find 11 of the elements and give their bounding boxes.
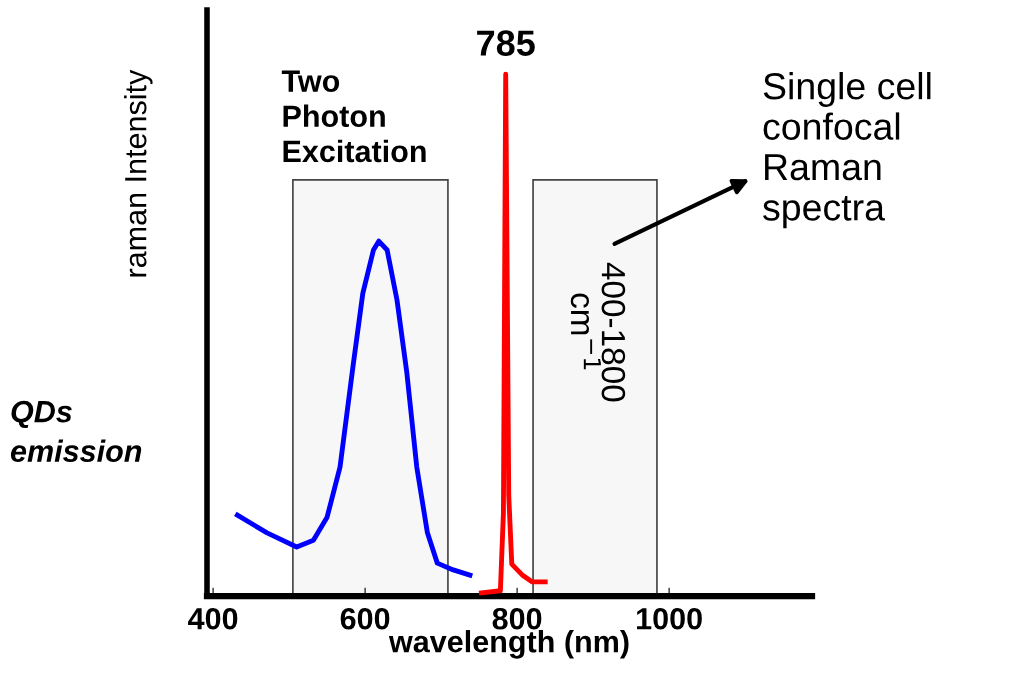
x-tick-label: 400: [188, 607, 238, 630]
text: QDs emission: [10, 400, 142, 462]
x-tick-label: 800: [492, 607, 542, 630]
annotation: 785: [477, 30, 535, 56]
x-axis-title: wavelength (nm): [388, 630, 629, 659]
annotation: Single cell confocal Raman spectra: [763, 72, 931, 229]
band-label: Two Photon Excitation: [281, 70, 426, 163]
band-label: 400-1800 cm$^{−1}$: [570, 262, 626, 402]
y-axis-title: raman Intensity: [124, 69, 153, 277]
x-tick-label: 600: [340, 607, 390, 630]
x-tick-label: 1000: [637, 607, 702, 630]
